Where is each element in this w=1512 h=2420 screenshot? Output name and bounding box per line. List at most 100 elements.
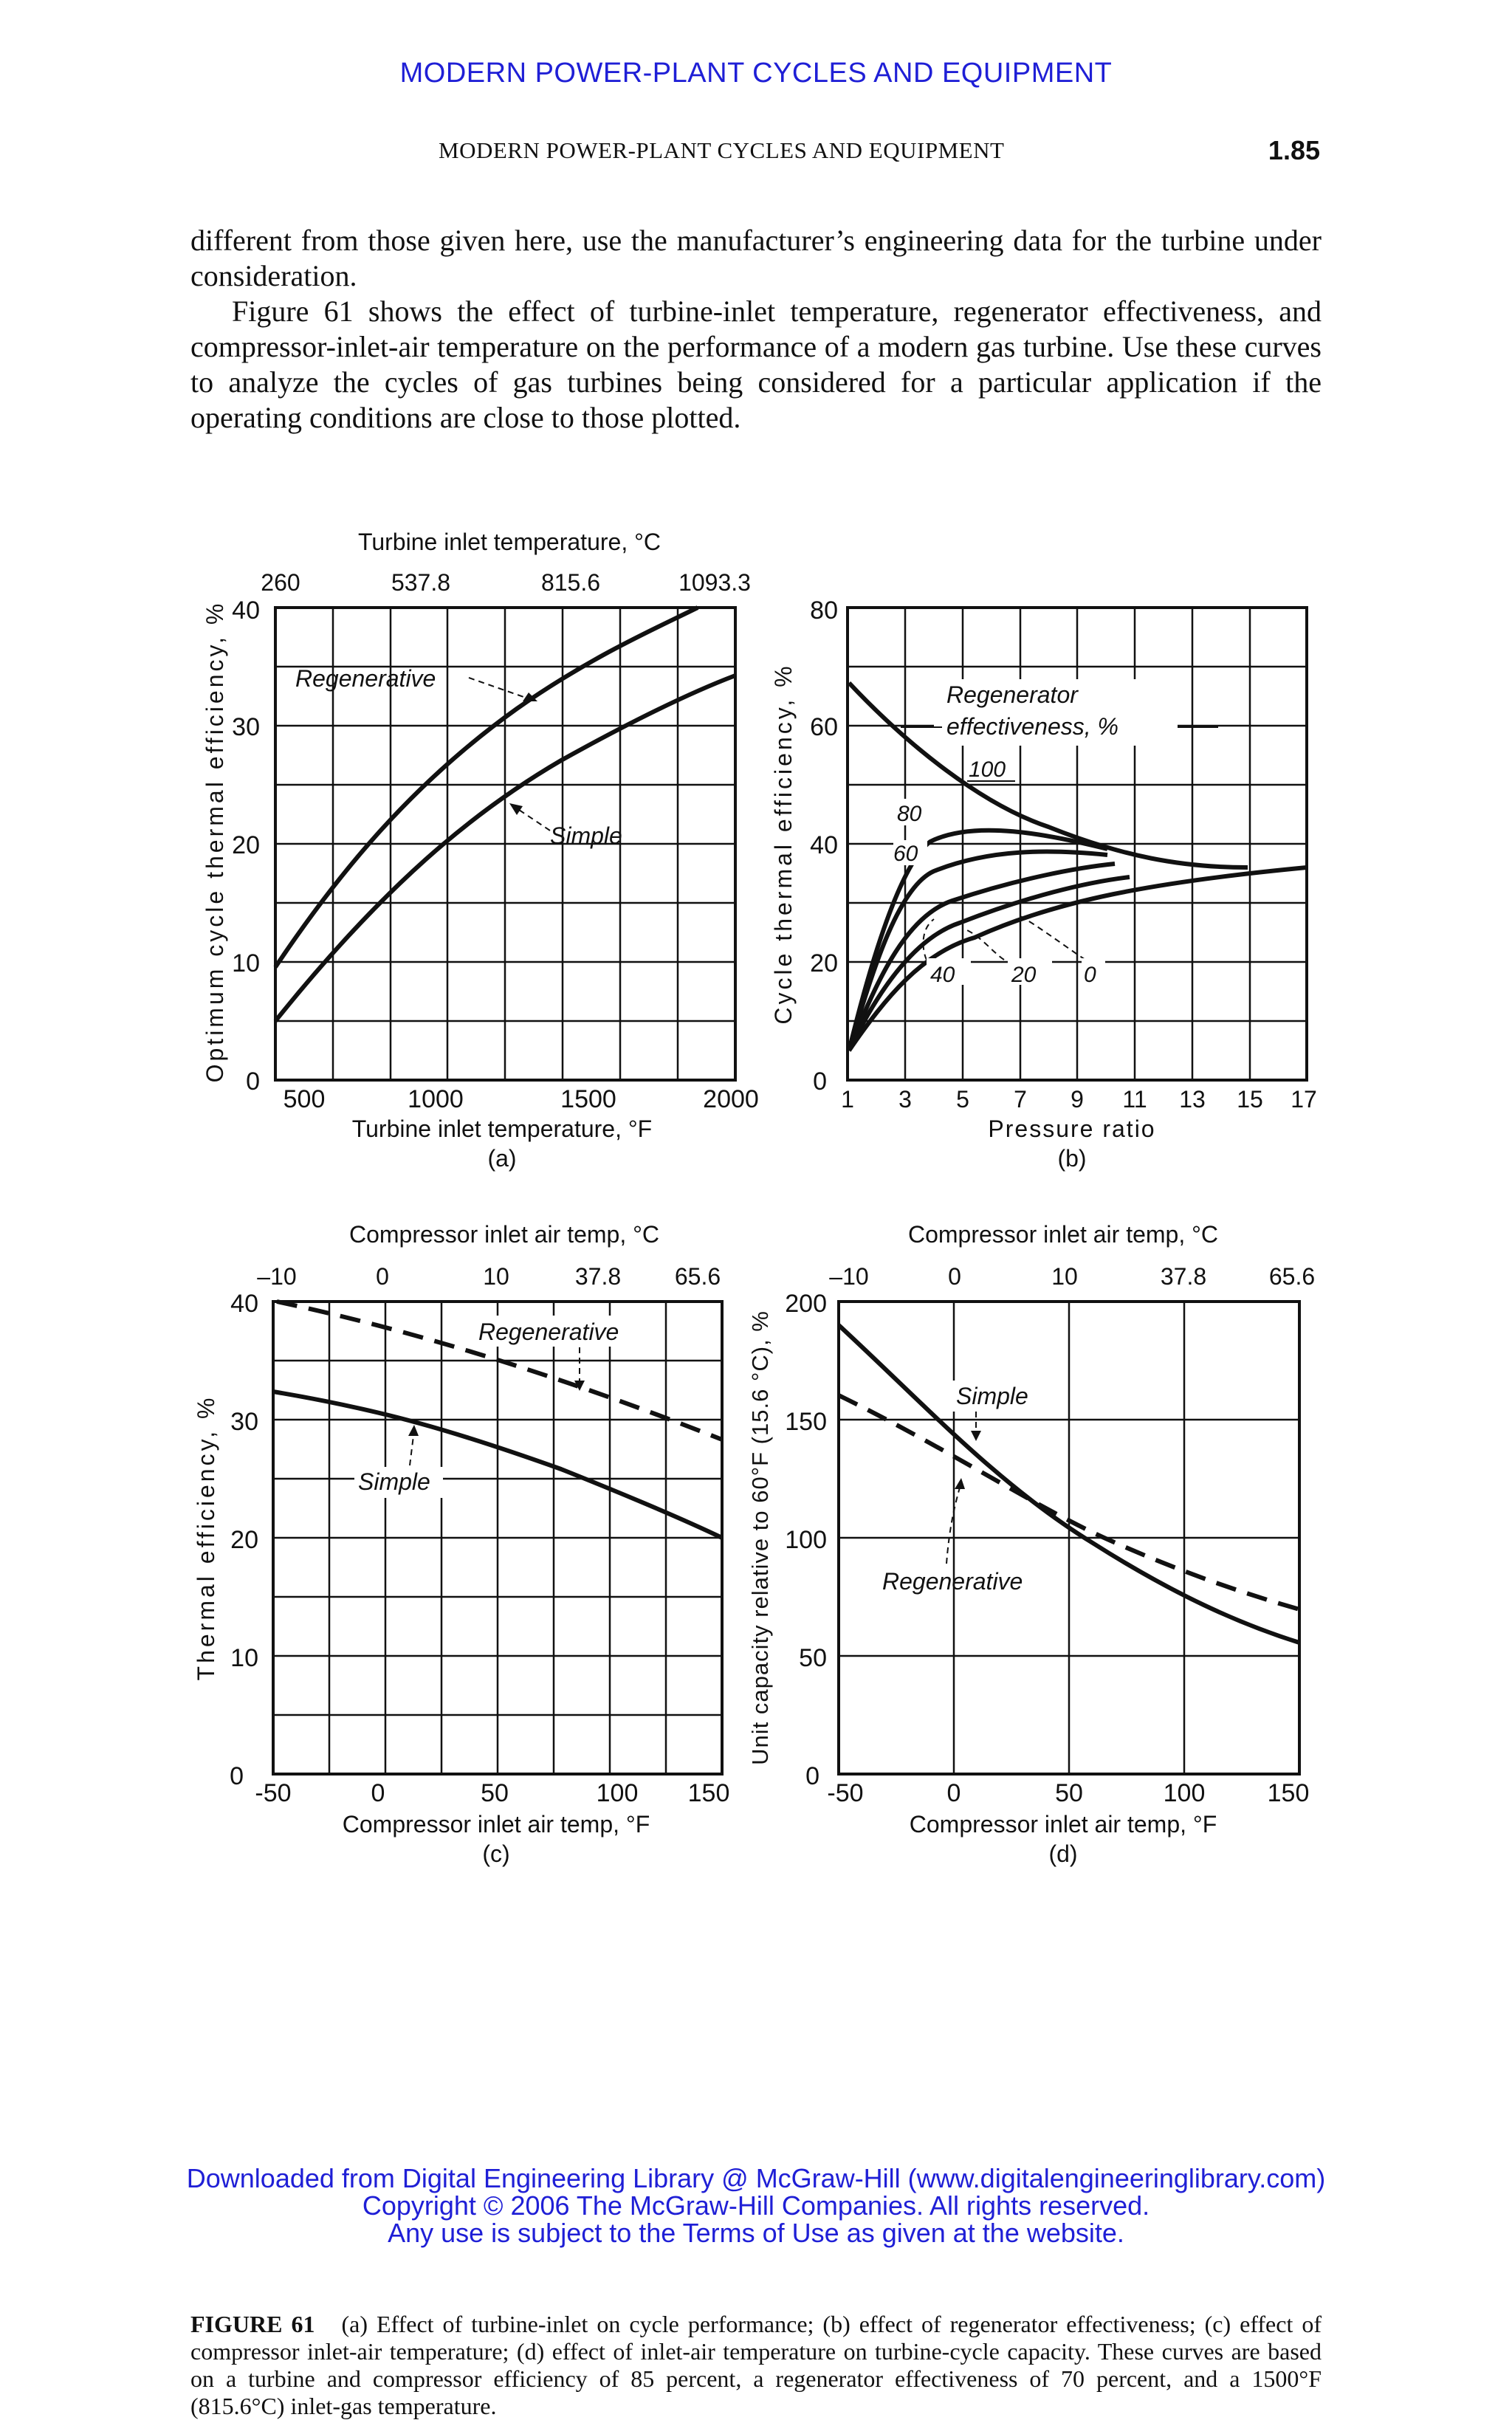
panel-d-ytick: 50 bbox=[799, 1644, 827, 1672]
panel-a-top-tick: 1093.3 bbox=[678, 569, 751, 596]
panel-d-grid bbox=[839, 1302, 1299, 1774]
panel-b-curve-0 bbox=[847, 865, 1307, 1052]
panel-d-top-tick: 0 bbox=[948, 1263, 961, 1290]
panel-d-regenerative-label: Regenerative bbox=[882, 1568, 1023, 1595]
panel-b-curve-40 bbox=[847, 862, 1116, 1052]
panel-d-ytick: 150 bbox=[785, 1408, 827, 1436]
panel-a-ylabel: Optimum cycle thermal efficiency, % bbox=[202, 601, 228, 1083]
panel-d-xlabel: Compressor inlet air temp, °F bbox=[910, 1811, 1217, 1838]
figure-caption: FIGURE 61 (a) Effect of turbine-inlet on… bbox=[190, 2311, 1322, 2420]
panel-c-top-tick: 0 bbox=[376, 1263, 389, 1290]
panel-c-xtick: 50 bbox=[481, 1779, 509, 1807]
panel-d-top-tick: 37.8 bbox=[1161, 1263, 1206, 1290]
panel-a-xlabel: Turbine inlet temperature, °F bbox=[352, 1116, 652, 1142]
panel-b-xtick: 5 bbox=[956, 1086, 969, 1113]
panel-c-top-tick: 65.6 bbox=[675, 1263, 721, 1290]
panel-a-regenerative-curve bbox=[273, 605, 699, 969]
panel-d-ytick: 0 bbox=[805, 1762, 819, 1790]
panel-d-top-tick: 65.6 bbox=[1269, 1263, 1315, 1290]
panel-a-regenerative-label: Regenerative bbox=[295, 665, 436, 692]
panel-c-simple-label-bg bbox=[354, 1467, 443, 1498]
panel-b-curve-20 bbox=[847, 875, 1130, 1052]
panel-c-ytick: 20 bbox=[230, 1526, 258, 1554]
panel-b-label-20: 20 bbox=[1011, 963, 1037, 987]
panel-c-regenerative-arrowhead bbox=[574, 1381, 585, 1391]
panel-b-label-bg-20 bbox=[1008, 958, 1052, 985]
panel-c-ytick: 10 bbox=[230, 1644, 258, 1672]
panel-d-ytick: 200 bbox=[785, 1290, 827, 1318]
panel-c-ytick: 0 bbox=[230, 1762, 244, 1790]
panel-b-xtick: 3 bbox=[898, 1086, 912, 1113]
panel-b-legend-bg bbox=[934, 679, 1178, 746]
panel-c-top-tick: –10 bbox=[257, 1263, 296, 1290]
panel-a-xtick: 1500 bbox=[560, 1085, 616, 1113]
panel-b-label-bg-80 bbox=[897, 799, 931, 825]
footer-line-2: Copyright © 2006 The McGraw-Hill Compani… bbox=[362, 2190, 1150, 2221]
panel-d-simple-arrowhead bbox=[971, 1431, 981, 1441]
panel-b-xtick: 7 bbox=[1014, 1086, 1027, 1113]
panel-a-top-tick: 260 bbox=[261, 569, 300, 596]
panel-c-simple-label: Simple bbox=[358, 1468, 430, 1495]
panel-b-label-0: 0 bbox=[1084, 963, 1096, 987]
panel-c-top-title: Compressor inlet air temp, °C bbox=[349, 1221, 659, 1248]
panel-a-grid bbox=[275, 608, 735, 1080]
footer-line-1[interactable]: Downloaded from Digital Engineering Libr… bbox=[186, 2163, 1326, 2193]
panel-d-xtick: 100 bbox=[1164, 1779, 1206, 1807]
panel-a-ytick: 0 bbox=[246, 1068, 260, 1096]
panel-b-label-60: 60 bbox=[893, 842, 918, 866]
footer-line-3: Any use is subject to the Terms of Use a… bbox=[388, 2218, 1124, 2248]
panel-b-ytick: 80 bbox=[810, 597, 838, 625]
panel-b-xlabel: Pressure ratio bbox=[988, 1116, 1155, 1142]
panel-b-xtick: 15 bbox=[1237, 1086, 1263, 1113]
panel-c-xtick: 0 bbox=[371, 1779, 385, 1807]
panel-b-xtick: 13 bbox=[1179, 1086, 1206, 1113]
panel-c-xtick: 100 bbox=[597, 1779, 639, 1807]
panel-c-ylabel: Thermal efficiency, % bbox=[193, 1395, 219, 1681]
body-paragraph-1: different from those given here, use the… bbox=[190, 224, 1322, 292]
panel-b-ytick: 20 bbox=[810, 949, 838, 977]
panel-b-label-100: 100 bbox=[969, 757, 1006, 782]
panel-b-legend-line2: effectiveness, % bbox=[946, 713, 1118, 740]
panel-d-simple-label-bg bbox=[952, 1381, 1041, 1412]
panel-d-panel-label: (d) bbox=[1048, 1840, 1077, 1867]
panel-d-top-title: Compressor inlet air temp, °C bbox=[908, 1221, 1218, 1248]
panel-a-ytick: 10 bbox=[232, 949, 260, 977]
panel-d-ytick: 100 bbox=[785, 1526, 827, 1554]
panel-c: Compressor inlet air temp, °C –10 0 10 3… bbox=[193, 1221, 729, 1867]
panel-c-xtick: -50 bbox=[255, 1779, 291, 1807]
panel-d-xtick: -50 bbox=[827, 1779, 863, 1807]
top-banner: MODERN POWER-PLANT CYCLES AND EQUIPMENT bbox=[399, 58, 1113, 89]
panel-b-leader-20 bbox=[966, 929, 1005, 960]
panel-a-ytick: 20 bbox=[232, 831, 260, 859]
panel-d-ylabel: Unit capacity relative to 60°F (15.6 °C)… bbox=[747, 1310, 773, 1765]
panel-c-simple-curve bbox=[272, 1389, 724, 1540]
panel-b-label-40: 40 bbox=[930, 963, 955, 987]
panel-c-xlabel: Compressor inlet air temp, °F bbox=[343, 1811, 650, 1838]
panel-d-xtick: 150 bbox=[1268, 1779, 1310, 1807]
panel-a-xtick: 500 bbox=[284, 1085, 326, 1113]
panel-b-label-80: 80 bbox=[897, 802, 922, 826]
panel-a-top-title: Turbine inlet temperature, °C bbox=[358, 529, 661, 555]
panel-a-ytick: 30 bbox=[232, 713, 260, 741]
panel-a-ytick: 40 bbox=[232, 597, 260, 625]
panel-d-frame bbox=[837, 1300, 1301, 1776]
panel-c-grid bbox=[273, 1302, 722, 1774]
panel-b-panel-label: (b) bbox=[1057, 1145, 1086, 1172]
panel-b-xtick: 17 bbox=[1291, 1086, 1317, 1113]
panel-b-curve-100 bbox=[847, 681, 1248, 870]
panel-c-simple-arrowhead bbox=[408, 1425, 419, 1436]
panel-c-regenerative-label: Regenerative bbox=[478, 1319, 619, 1345]
body-paragraph-2: Figure 61 shows the effect of turbine-in… bbox=[190, 295, 1322, 434]
panel-b-xtick: 1 bbox=[841, 1086, 854, 1113]
panel-a-regenerative-leader bbox=[468, 677, 529, 699]
running-head: MODERN POWER-PLANT CYCLES AND EQUIPMENT bbox=[439, 137, 1005, 163]
panel-a-xtick: 1000 bbox=[408, 1085, 464, 1113]
panel-b-frame bbox=[846, 606, 1308, 1082]
panel-c-panel-label: (c) bbox=[482, 1840, 509, 1867]
panel-c-xtick: 150 bbox=[688, 1779, 730, 1807]
panel-b-ytick: 0 bbox=[813, 1068, 827, 1096]
panel-a: Turbine inlet temperature, °C 260 537.8 … bbox=[202, 529, 759, 1172]
panel-a-simple-arrowhead bbox=[509, 803, 523, 815]
panel-c-regenerative-curve bbox=[276, 1299, 724, 1442]
panel-a-top-tick: 537.8 bbox=[391, 569, 450, 596]
